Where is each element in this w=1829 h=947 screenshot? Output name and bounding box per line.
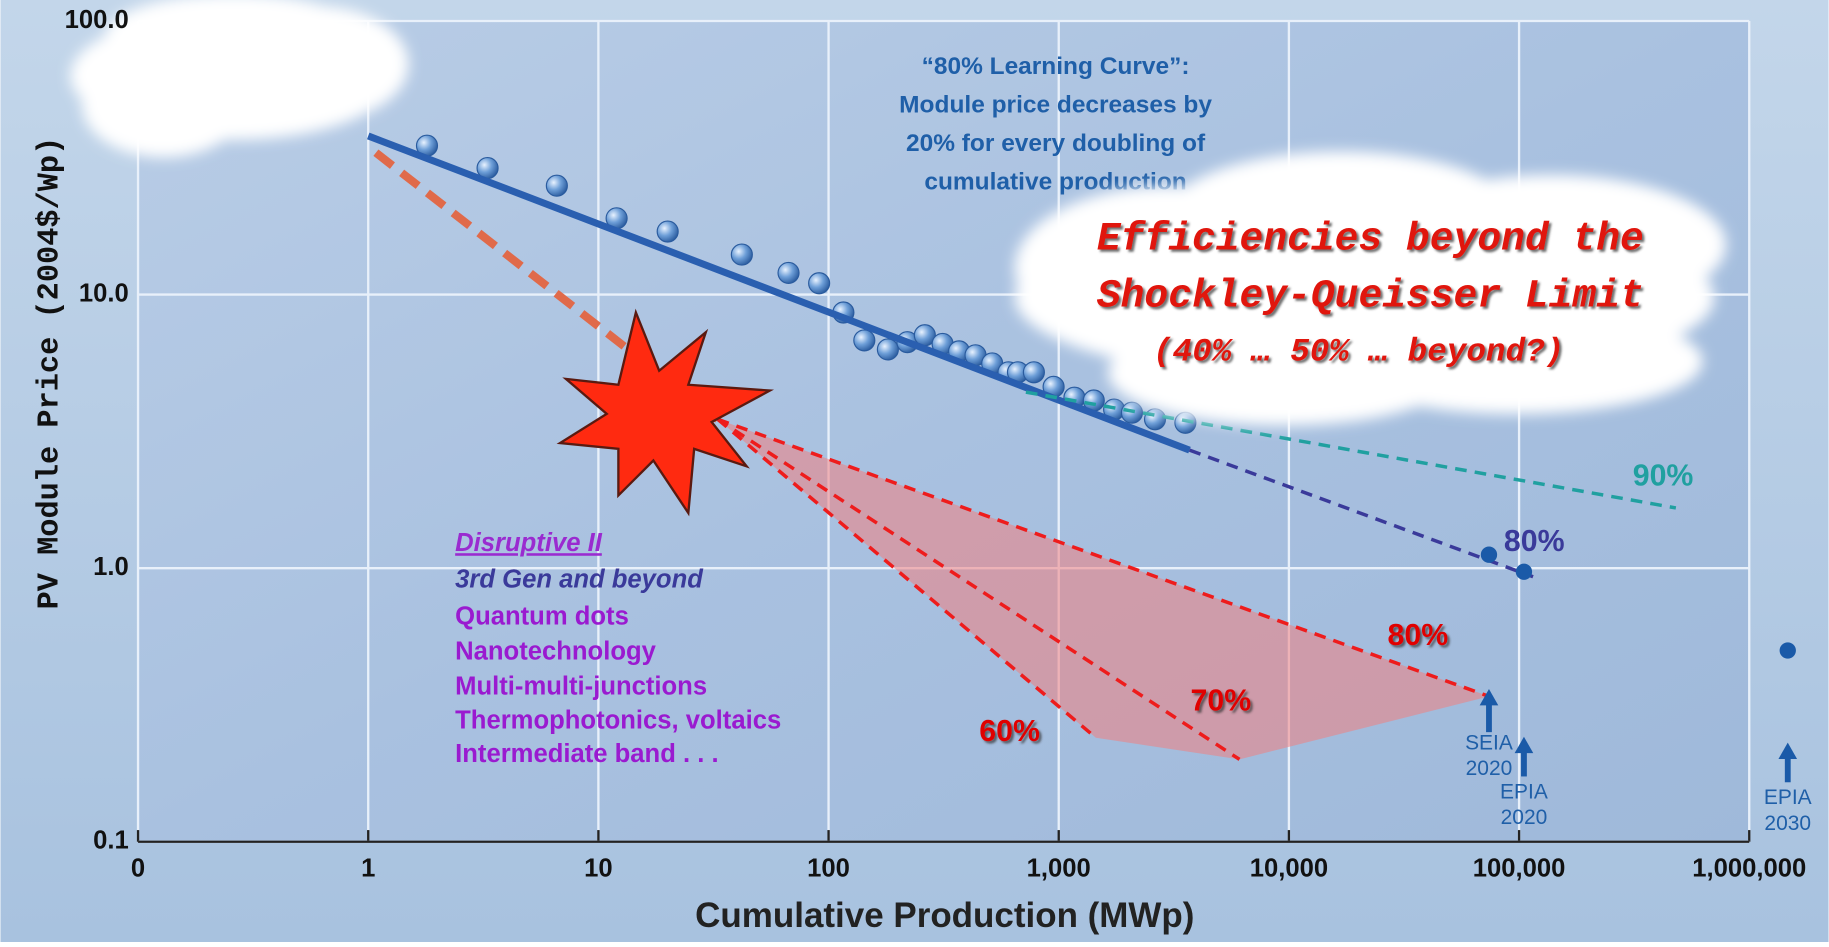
- target-label: EPIA: [1764, 786, 1812, 809]
- data-point: [853, 329, 876, 352]
- x-tick-label: 100,000: [1473, 854, 1566, 882]
- annotation-title: Disruptive II: [455, 529, 603, 557]
- series-label: 60%: [979, 715, 1040, 748]
- series-line: [716, 417, 1241, 761]
- y-tick-label: 100.0: [65, 6, 129, 34]
- annotation-item: Quantum dots: [455, 603, 629, 631]
- annotation: “80% Learning Curve”:: [922, 53, 1190, 80]
- annotation-item: Intermediate band . . .: [455, 740, 718, 768]
- annotation: Module price decreases by: [899, 92, 1212, 119]
- data-point: [777, 261, 800, 284]
- target-label: 2020: [1501, 806, 1548, 829]
- annotation-item: Nanotechnology: [455, 638, 656, 666]
- series-line: [1188, 448, 1534, 579]
- x-tick-label: 100: [807, 854, 850, 882]
- target-label: EPIA: [1500, 780, 1548, 803]
- series-label: 80%: [1388, 619, 1449, 652]
- annotation-item: Thermophotonics, voltaics: [455, 706, 781, 734]
- data-point: [1515, 563, 1533, 580]
- y-tick-label: 10.0: [79, 279, 129, 307]
- series-label: 70%: [1191, 684, 1252, 717]
- annotation: 20% for every doubling of: [906, 130, 1206, 157]
- data-point: [545, 174, 568, 197]
- data-point: [1143, 408, 1167, 431]
- annotation-item: Multi-multi-junctions: [455, 673, 707, 701]
- y-tick-label: 0.1: [93, 827, 129, 855]
- data-point: [808, 272, 831, 295]
- x-tick-label: 10,000: [1250, 854, 1328, 882]
- data-point: [876, 338, 899, 361]
- series-line: [716, 417, 1097, 740]
- target-label: 2020: [1466, 757, 1513, 780]
- target-label: SEIA: [1465, 731, 1513, 754]
- target-arrowhead: [1514, 736, 1534, 754]
- target-arrowhead: [1479, 689, 1499, 706]
- annotation-subtitle: 3rd Gen and beyond: [455, 565, 704, 593]
- data-point: [1022, 361, 1045, 384]
- series-label: 80%: [1504, 525, 1565, 558]
- x-tick-label: 1,000,000: [1692, 854, 1806, 882]
- x-tick-label: 1,000: [1027, 854, 1091, 882]
- target-arrowhead: [1778, 742, 1798, 759]
- series-line: [717, 417, 1490, 698]
- y-tick-label: 1.0: [93, 553, 129, 581]
- data-point: [730, 243, 753, 266]
- cloud: [70, 0, 409, 158]
- x-tick-label: 10: [584, 854, 613, 882]
- data-point: [1779, 642, 1796, 659]
- x-tick-label: 1: [361, 854, 375, 882]
- target-label: 2030: [1764, 812, 1811, 835]
- forecast-area: [717, 419, 1489, 760]
- x-tick-label: 0: [131, 854, 145, 882]
- cloud-text: Shockley-Queisser Limit: [1097, 274, 1644, 319]
- cloud-text: (40% … 50% … beyond?): [1153, 334, 1564, 371]
- data-point: [1480, 546, 1498, 563]
- data-point: [656, 220, 679, 243]
- y-axis-title: PV Module Price (2004$/Wp): [33, 137, 67, 610]
- cloud-text: Efficiencies beyond the: [1097, 216, 1644, 261]
- x-axis-title: Cumulative Production (MWp): [695, 896, 1194, 935]
- series-label: 90%: [1633, 460, 1694, 493]
- cloud: [1014, 151, 1726, 426]
- starburst: [556, 308, 775, 517]
- series-line: [1025, 390, 1677, 510]
